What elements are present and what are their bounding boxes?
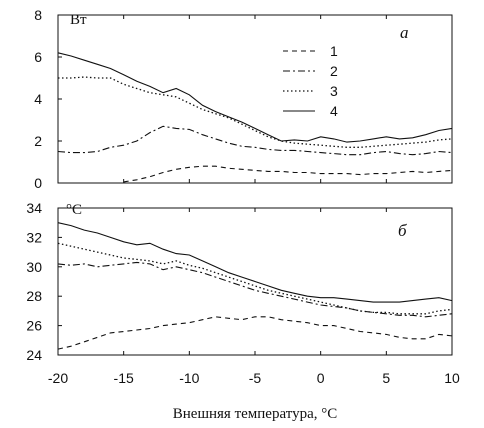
legend-label-4: 4	[330, 103, 338, 119]
panel-b-unit-label: °C	[66, 202, 82, 218]
y-tick-label: 2	[34, 133, 42, 149]
y-tick-label: 26	[26, 318, 42, 334]
panel-a-frame	[57, 14, 453, 184]
series-3-line	[57, 242, 453, 315]
y-tick-label: 8	[34, 7, 42, 23]
panel-b-label: б	[398, 221, 407, 240]
y-tick-label: 24	[26, 347, 42, 363]
x-tick-label: -15	[114, 370, 134, 386]
legend-label-3: 3	[330, 83, 338, 99]
y-tick-label: 0	[34, 175, 42, 191]
y-tick-label: 28	[26, 288, 42, 304]
legend-label-1: 1	[330, 43, 338, 59]
legend: 1 2 3 4	[283, 43, 338, 119]
x-tick-label: -10	[179, 370, 199, 386]
series-3-line	[58, 76, 453, 148]
panel-a-label: а	[400, 23, 409, 42]
y-tick-label: 34	[26, 200, 42, 216]
panel-a-unit-label: Вт	[70, 12, 87, 28]
y-tick-label: 30	[26, 259, 42, 275]
x-tick-label: 5	[382, 370, 390, 386]
panel-a-power-chart: Вт а 1 2 3 4 0 2 4 6 8	[34, 7, 453, 191]
y-tick-label: 6	[34, 49, 42, 65]
legend-label-2: 2	[330, 63, 338, 79]
series-2-line	[57, 125, 453, 156]
y-tick-label: 4	[34, 91, 42, 107]
series-1-line	[57, 316, 453, 350]
series-1-line	[123, 165, 453, 183]
x-tick-label: -5	[249, 370, 262, 386]
x-tick-label: -20	[48, 370, 68, 386]
x-tick-label: 10	[444, 370, 460, 386]
series-4-line	[57, 222, 453, 303]
panel-b-temperature-chart: °C б 24 26 28 30 32 34 -20 -15 -10 -5 0 5 10	[26, 200, 460, 386]
y-tick-label: 32	[26, 229, 42, 245]
x-axis-title: Внешняя температура, °C	[173, 406, 338, 422]
x-tick-label: 0	[317, 370, 325, 386]
series-4-line	[57, 52, 453, 143]
series-2-line	[57, 261, 453, 318]
